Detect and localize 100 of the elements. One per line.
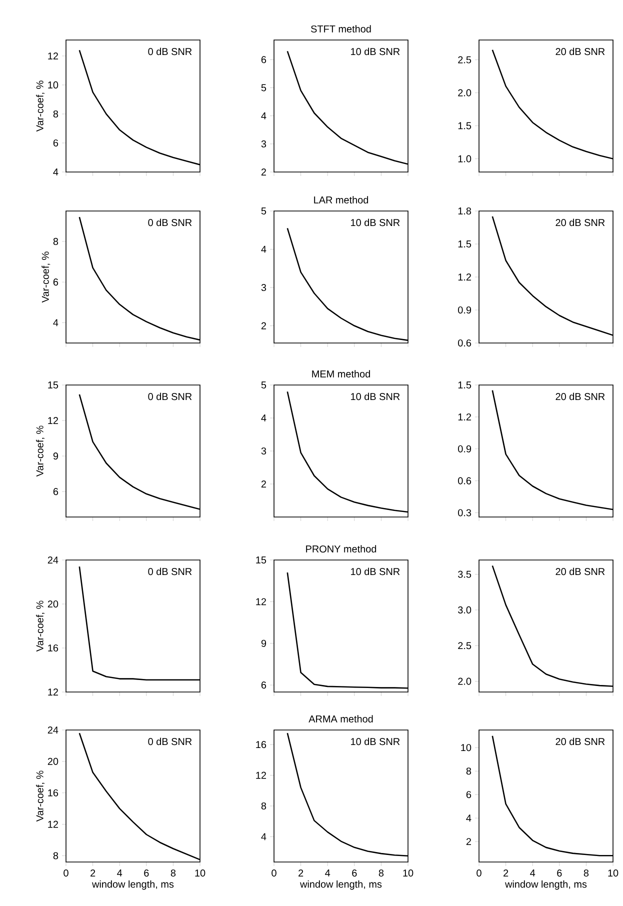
- annotation: 0 dB SNR: [148, 48, 192, 56]
- x-tick-label: 2: [298, 870, 304, 876]
- annotation: 0 dB SNR: [148, 738, 192, 746]
- x-tick-label: 8: [584, 870, 589, 877]
- y-tick-label: 4: [466, 814, 472, 822]
- y-axis-title: Var-coef, %: [36, 426, 45, 477]
- x-tick-label: 10: [195, 870, 206, 877]
- annotation: 10 dB SNR: [351, 392, 400, 400]
- y-tick-label: 0.6: [458, 339, 472, 347]
- annotation: 20 dB SNR: [556, 738, 605, 746]
- y-tick-label: 12: [256, 772, 266, 779]
- y-tick-label: 8: [466, 768, 472, 775]
- y-tick-label: 1.5: [458, 122, 472, 130]
- y-tick-label: 15: [256, 556, 266, 564]
- chart-title: ARMA method: [308, 715, 373, 722]
- y-tick-label: 6: [53, 278, 58, 286]
- x-tick-label: 4: [325, 870, 330, 876]
- x-axis-title: window length, ms: [92, 880, 174, 890]
- y-tick-label: 9: [53, 452, 58, 460]
- y-axis-title: Var-coef, %: [36, 770, 45, 822]
- y-tick-label: 5: [261, 84, 266, 92]
- y-tick-label: 15: [48, 382, 58, 388]
- y-tick-label: 24: [48, 556, 58, 564]
- y-tick-label: 0.9: [458, 445, 472, 452]
- y-tick-label: 1.2: [458, 274, 471, 280]
- y-tick-label: 4: [261, 246, 266, 253]
- x-tick-label: 6: [557, 870, 562, 877]
- y-tick-label: 12: [256, 598, 266, 606]
- chart-title: LAR method: [314, 196, 368, 204]
- x-axis-title: window length, ms: [300, 880, 382, 890]
- annotation: 0 dB SNR: [148, 392, 192, 400]
- annotation: 0 dB SNR: [148, 218, 192, 226]
- y-tick-label: 4: [53, 168, 58, 176]
- y-tick-label: 2: [261, 480, 266, 488]
- y-tick-label: 0.9: [458, 306, 472, 314]
- y-tick-label: 8: [53, 110, 58, 118]
- y-tick-label: 2.5: [458, 56, 472, 64]
- x-tick-label: 10: [403, 870, 414, 877]
- y-tick-label: 20: [48, 600, 58, 608]
- y-tick-label: 2.0: [458, 678, 472, 685]
- annotation: 20 dB SNR: [556, 568, 605, 576]
- y-tick-label: 10: [48, 81, 58, 88]
- x-tick-label: 6: [144, 870, 149, 877]
- y-tick-label: 3: [261, 447, 266, 455]
- y-tick-label: 3.5: [458, 570, 472, 578]
- y-tick-label: 12: [48, 820, 58, 828]
- chart-title: STFT method: [311, 25, 371, 32]
- y-tick-label: 2.5: [458, 642, 472, 650]
- annotation: 10 dB SNR: [351, 738, 400, 746]
- y-tick-label: 12: [48, 417, 58, 424]
- y-tick-label: 1.2: [458, 413, 471, 420]
- y-tick-label: 10: [461, 744, 472, 752]
- x-tick-label: 4: [117, 870, 122, 876]
- y-tick-label: 9: [261, 640, 266, 647]
- y-tick-label: 3: [261, 284, 266, 292]
- y-tick-label: 5: [261, 208, 266, 214]
- x-tick-label: 0: [64, 870, 68, 877]
- annotation: 20 dB SNR: [556, 48, 605, 56]
- annotation: 20 dB SNR: [556, 392, 605, 400]
- y-tick-label: 4: [53, 319, 58, 326]
- y-tick-label: 2: [261, 322, 266, 330]
- y-tick-label: 16: [48, 644, 58, 652]
- y-tick-label: 12: [48, 52, 58, 60]
- y-tick-label: 4: [261, 833, 266, 840]
- x-tick-label: 8: [170, 870, 176, 877]
- y-tick-label: 3: [261, 140, 266, 148]
- x-tick-label: 0: [476, 870, 482, 877]
- y-tick-label: 4: [261, 414, 266, 422]
- y-tick-label: 1.0: [458, 155, 472, 162]
- x-tick-label: 4: [530, 870, 536, 876]
- annotation: 10 dB SNR: [351, 218, 400, 226]
- y-tick-label: 6: [53, 139, 58, 146]
- y-axis-title: Var-coef, %: [36, 80, 45, 132]
- annotation: 0 dB SNR: [148, 568, 192, 576]
- y-tick-label: 1.8: [458, 207, 472, 215]
- y-tick-label: 0.3: [458, 509, 472, 516]
- y-tick-label: 6: [53, 488, 58, 496]
- x-tick-label: 6: [352, 870, 357, 877]
- x-tick-label: 8: [378, 870, 384, 877]
- y-tick-label: 2.0: [458, 89, 472, 96]
- y-tick-label: 2: [466, 838, 471, 846]
- annotation: 10 dB SNR: [351, 568, 400, 576]
- y-tick-label: 16: [256, 741, 266, 748]
- y-tick-label: 8: [261, 802, 266, 810]
- y-tick-label: 6: [261, 682, 266, 689]
- x-tick-label: 10: [608, 870, 618, 877]
- annotation: 20 dB SNR: [556, 218, 605, 226]
- y-tick-label: 0.6: [458, 477, 472, 484]
- chart-title: MEM method: [312, 370, 370, 378]
- y-axis-title: Var-coef, %: [42, 252, 50, 303]
- y-tick-label: 1.5: [458, 240, 472, 248]
- y-tick-label: 2: [261, 168, 266, 176]
- y-tick-label: 4: [261, 112, 266, 120]
- x-tick-label: 2: [504, 870, 508, 876]
- x-tick-label: 2: [90, 870, 96, 876]
- y-tick-label: 3.0: [458, 606, 472, 614]
- y-tick-label: 24: [48, 726, 58, 734]
- chart-title: PRONY method: [306, 545, 376, 552]
- y-tick-label: 20: [48, 758, 58, 765]
- y-tick-label: 16: [48, 789, 58, 796]
